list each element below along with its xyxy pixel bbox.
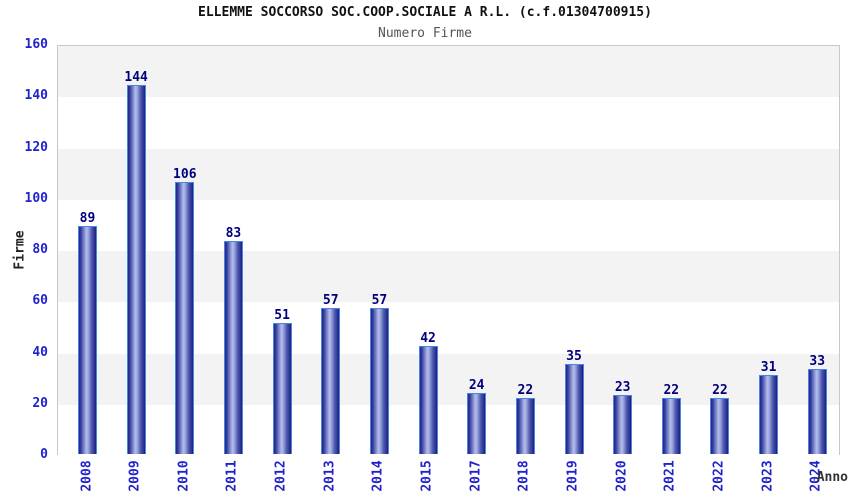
y-tick-label: 120: [24, 139, 48, 155]
x-tick-label: 2013: [322, 460, 338, 492]
bar-2023: [759, 374, 779, 454]
grid-band: [58, 46, 839, 98]
bar-2018: [515, 397, 535, 454]
bar-value-label: 31: [760, 359, 777, 375]
bar-2008: [78, 225, 97, 454]
bar-2013: [321, 307, 341, 454]
bar-value-label: 57: [322, 292, 339, 308]
x-tick-label: 2009: [127, 460, 143, 492]
y-tick-label: 40: [32, 344, 48, 360]
x-tick-label: 2010: [176, 460, 192, 492]
bar-value-label: 51: [274, 308, 290, 324]
bar-2011: [223, 241, 243, 454]
bar-2012: [272, 323, 292, 454]
x-tick-label: 2021: [662, 460, 678, 492]
bar-2009: [126, 85, 146, 454]
y-tick-label: 160: [24, 37, 48, 52]
bar-value-label: 22: [663, 382, 680, 398]
y-tick-label: 80: [32, 242, 48, 257]
bar-2015: [418, 346, 438, 454]
x-tick-label: 2023: [760, 460, 776, 492]
bar-2020: [613, 395, 633, 454]
bar-2024: [807, 369, 827, 454]
x-tick-label: 2008: [79, 460, 94, 492]
y-tick-label: 60: [32, 293, 48, 309]
bar-2017: [467, 392, 487, 454]
bar-value-label: 89: [79, 210, 96, 226]
x-tick-label: 2015: [419, 460, 435, 492]
chart-title: ELLEMME SOCCORSO SOC.COOP.SOCIALE A R.L.…: [198, 5, 652, 20]
x-tick-label: 2022: [711, 460, 727, 492]
bar-2021: [661, 397, 681, 454]
y-tick-label: 20: [32, 395, 48, 411]
grid-band: [58, 97, 839, 149]
x-tick-label: 2012: [273, 460, 289, 492]
bar-value-label: 33: [809, 354, 826, 370]
plot-area: 89 144 106 83 51 57 57 42 24 22 35 23 22 22 31 33: [57, 45, 840, 456]
x-tick-label: 2017: [468, 460, 484, 492]
chart-subtitle: Numero Firme: [378, 26, 472, 41]
y-tick-label: 0: [40, 447, 48, 462]
bar-value-label: 22: [517, 382, 534, 398]
bar-value-label: 24: [468, 377, 485, 393]
y-tick-label: 140: [24, 88, 48, 104]
bar-value-label: 57: [371, 292, 388, 308]
bar-value-label: 23: [614, 380, 631, 396]
x-axis-title: Anno: [816, 470, 848, 485]
x-tick-label: 2020: [614, 460, 630, 492]
x-tick-label: 2014: [370, 460, 386, 492]
bar-2010: [175, 182, 195, 454]
bar-2014: [369, 307, 389, 454]
bar-2022: [710, 397, 730, 454]
bar-value-label: 106: [173, 167, 197, 183]
bar-2019: [564, 364, 584, 454]
bar-value-label: 83: [225, 226, 242, 242]
bar-value-label: 35: [566, 349, 582, 365]
x-tick-label: 2019: [565, 460, 581, 492]
y-tick-label: 100: [24, 190, 48, 206]
bar-value-label: 144: [124, 70, 148, 85]
bar-value-label: 42: [420, 331, 436, 347]
x-tick-label: 2011: [224, 460, 240, 492]
bar-value-label: 22: [712, 382, 728, 398]
x-tick-label: 2018: [516, 460, 532, 492]
